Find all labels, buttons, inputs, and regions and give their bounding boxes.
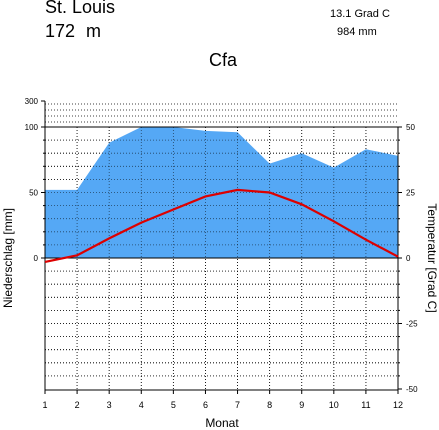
y-right-tick-label: 25 [406,189,415,198]
y-axis-label-right: Temperatur [Grad C] [425,203,439,312]
chart-grid-overlay [45,127,398,390]
station-elevation: 172 m [45,21,102,41]
x-tick-label: 2 [75,400,80,410]
y-right-tick-label: -50 [406,385,418,394]
y-right-tick-label: -25 [406,320,418,329]
climate-classification: Cfa [209,50,238,70]
y-left-tick-label: 300 [25,97,39,106]
y-right-tick-label: 0 [406,254,411,263]
temperature-line [44,188,399,264]
x-tick-label: 4 [139,400,144,410]
x-tick-label: 9 [299,400,304,410]
station-name: St. Louis [45,0,116,17]
x-tick-label: 1 [42,400,47,410]
y-left-tick-label: 50 [29,189,38,198]
x-tick-label: 8 [267,400,272,410]
x-tick-label: 5 [171,400,176,410]
y-right-tick-label: 50 [406,123,415,132]
chart-axes [44,101,399,391]
x-tick-label: 10 [329,400,339,410]
annual-mean-temperature: 13.1 Grad C [330,8,390,20]
x-axis-label: Monat [205,416,239,430]
x-tick-label: 7 [235,400,240,410]
y-left-tick-label: 100 [25,123,39,132]
y-left-tick-label: 0 [34,254,39,263]
x-tick-label: 12 [393,400,403,410]
annual-precipitation: 984 mm [337,26,377,38]
y-axis-label-left: Niederschlag [mm] [1,208,15,308]
x-tick-label: 11 [361,400,370,410]
x-tick-label: 6 [203,400,208,410]
x-tick-label: 3 [107,400,112,410]
